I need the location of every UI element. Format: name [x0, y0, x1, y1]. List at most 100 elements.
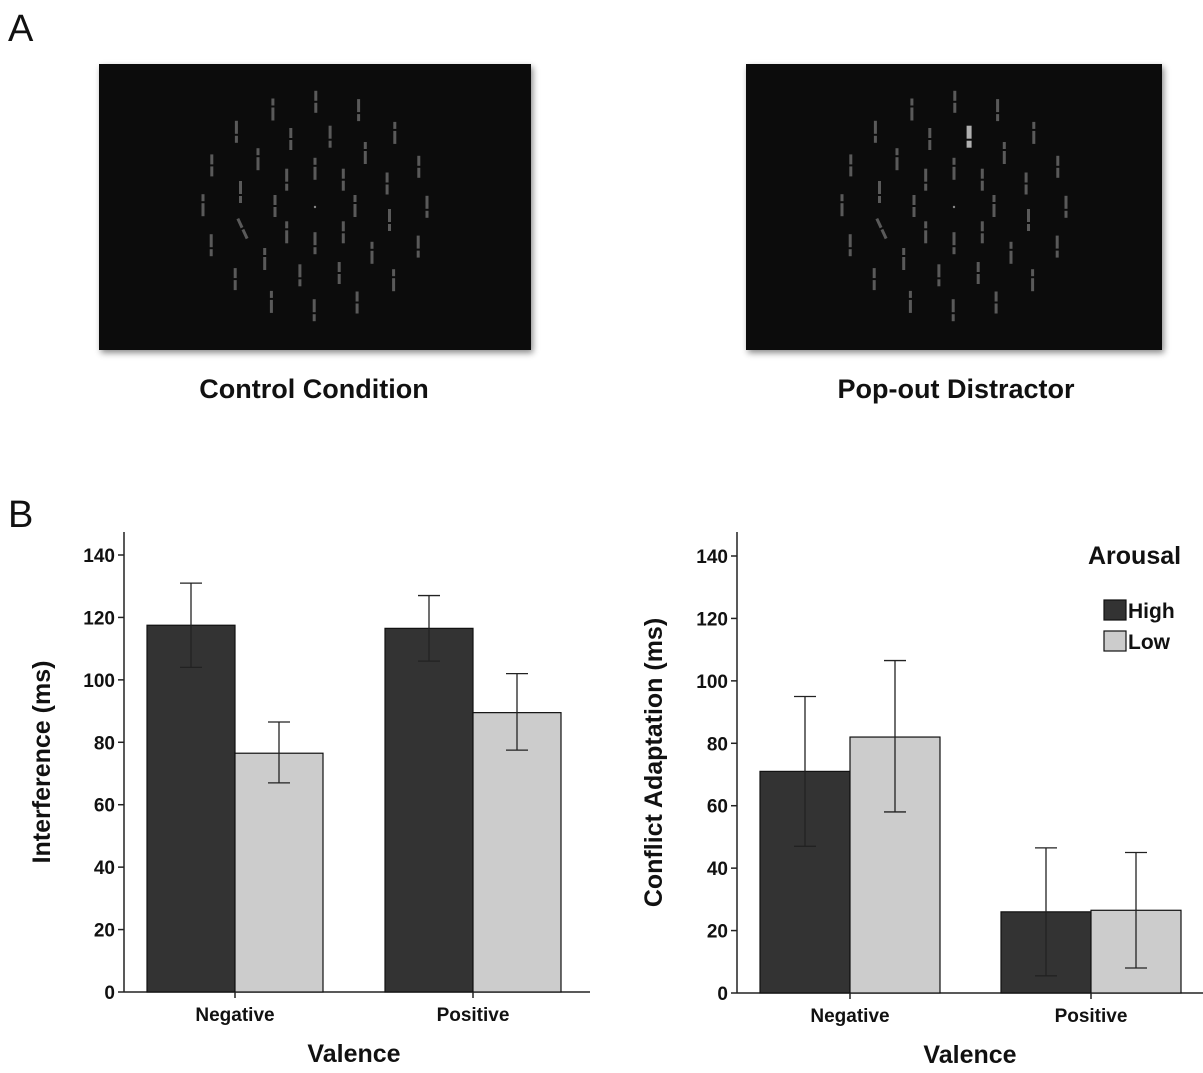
- stimulus-array: [840, 90, 1068, 322]
- stimulus-line: [289, 128, 293, 150]
- stimulus-line: [385, 172, 389, 195]
- stimulus-line: [328, 125, 332, 148]
- y-tick-label: 0: [717, 984, 728, 1005]
- stimulus-line: [872, 268, 876, 291]
- y-tick-label: 100: [696, 672, 728, 693]
- stimulus-line: [873, 120, 877, 143]
- stimulus-line: [953, 90, 957, 113]
- stimulus-line: [928, 128, 932, 150]
- y-tick-label: 140: [696, 547, 728, 568]
- stimulus-line: [924, 168, 928, 191]
- stimulus-line: [388, 209, 391, 231]
- stimulus-line: [1064, 195, 1068, 218]
- stimulus-line: [1002, 142, 1006, 164]
- y-tick-label: 60: [707, 797, 728, 818]
- stimulus-line: [996, 99, 1000, 122]
- stimulus-line: [992, 195, 996, 217]
- x-tick-label: Negative: [195, 1005, 274, 1026]
- stimulus-line: [256, 148, 260, 171]
- stimulus-line: [363, 142, 367, 164]
- stimulus-line: [937, 264, 941, 287]
- stimulus-line: [912, 195, 916, 217]
- stimulus-line: [210, 154, 214, 177]
- y-tick-label: 100: [83, 671, 115, 692]
- bar-low: [234, 752, 324, 993]
- stimulus-line: [355, 291, 359, 314]
- stimulus-line: [994, 291, 998, 314]
- stimulus-line: [1032, 121, 1036, 144]
- stimulus-line: [416, 235, 420, 258]
- x-axis-title: Valence: [923, 1041, 1016, 1069]
- stimulus-line: [840, 194, 844, 217]
- stimulus-line: [392, 269, 396, 292]
- stimulus-line: [1056, 155, 1060, 178]
- y-tick-label: 140: [83, 546, 115, 567]
- stimulus-line: [234, 120, 238, 143]
- stimulus-line: [1024, 172, 1028, 195]
- stimulus-line: [239, 181, 242, 203]
- stimulus-line: [848, 234, 852, 257]
- y-tick-label: 120: [83, 608, 115, 629]
- stimulus-line: [878, 181, 881, 203]
- stimulus-line: [1031, 269, 1035, 292]
- legend-swatch-high: [1103, 599, 1127, 621]
- stimulus-line: [370, 241, 374, 264]
- y-tick-label: 80: [707, 734, 728, 755]
- legend-title: Arousal: [1088, 542, 1181, 570]
- x-axis-title: Valence: [307, 1040, 400, 1068]
- bar-high: [384, 627, 474, 993]
- stimulus-line: [314, 90, 318, 113]
- stimulus-line: [337, 262, 341, 284]
- stimulus-line: [952, 157, 956, 180]
- stimulus-line: [417, 155, 421, 178]
- stimulus-line: [236, 217, 249, 240]
- stimulus-line: [1027, 209, 1030, 231]
- stimulus-line: [209, 234, 213, 257]
- stimulus-line: [1009, 241, 1013, 264]
- stimulus-line: [285, 221, 289, 244]
- stimulus-caption-popout: Pop-out Distractor: [837, 374, 1075, 404]
- y-axis-title: Interference (ms): [28, 661, 56, 864]
- y-tick-label: 40: [707, 859, 728, 880]
- stimulus-line: [849, 154, 853, 177]
- stimulus-line: [875, 217, 888, 240]
- legend-label-high: High: [1128, 600, 1175, 623]
- stimulus-line: [908, 290, 912, 313]
- stimulus-line: [902, 248, 906, 270]
- stimulus-line: [298, 264, 302, 287]
- y-tick-label: 60: [94, 796, 115, 817]
- stimulus-line: [976, 262, 980, 284]
- stimulus-line: [910, 98, 914, 121]
- stimulus-line: [285, 168, 289, 191]
- y-axis-title: Conflict Adaptation (ms): [640, 618, 668, 907]
- x-tick-label: Negative: [810, 1006, 889, 1027]
- stimulus-popout-screen: [746, 64, 1162, 350]
- y-tick-label: 80: [94, 733, 115, 754]
- y-tick-label: 20: [707, 922, 728, 943]
- panel-letter-a: A: [8, 8, 34, 50]
- panel-letter-b: B: [8, 494, 34, 536]
- stimulus-line: [273, 195, 277, 217]
- y-tick-label: 20: [94, 921, 115, 942]
- x-tick-label: Positive: [1055, 1006, 1128, 1027]
- stimulus-line: [924, 221, 928, 244]
- stimulus-line: [425, 195, 429, 218]
- stimulus-line: [341, 168, 345, 191]
- stimulus-line: [263, 248, 267, 270]
- stimulus-line: [341, 221, 345, 244]
- stimulus-line: [952, 232, 956, 255]
- y-tick-label: 120: [696, 609, 728, 630]
- stimulus-line: [393, 121, 397, 144]
- fixation-point: [313, 205, 317, 209]
- stimulus-line: [353, 195, 357, 217]
- legend-label-low: Low: [1128, 631, 1171, 654]
- stimulus-line: [233, 268, 237, 291]
- y-tick-label: 40: [94, 858, 115, 879]
- stimulus-line: [269, 290, 273, 313]
- stimulus-line: [312, 299, 316, 322]
- stimulus-line: [1055, 235, 1059, 258]
- stimulus-line: [980, 168, 984, 191]
- fixation-point: [952, 205, 956, 209]
- stimulus-line: [895, 148, 899, 171]
